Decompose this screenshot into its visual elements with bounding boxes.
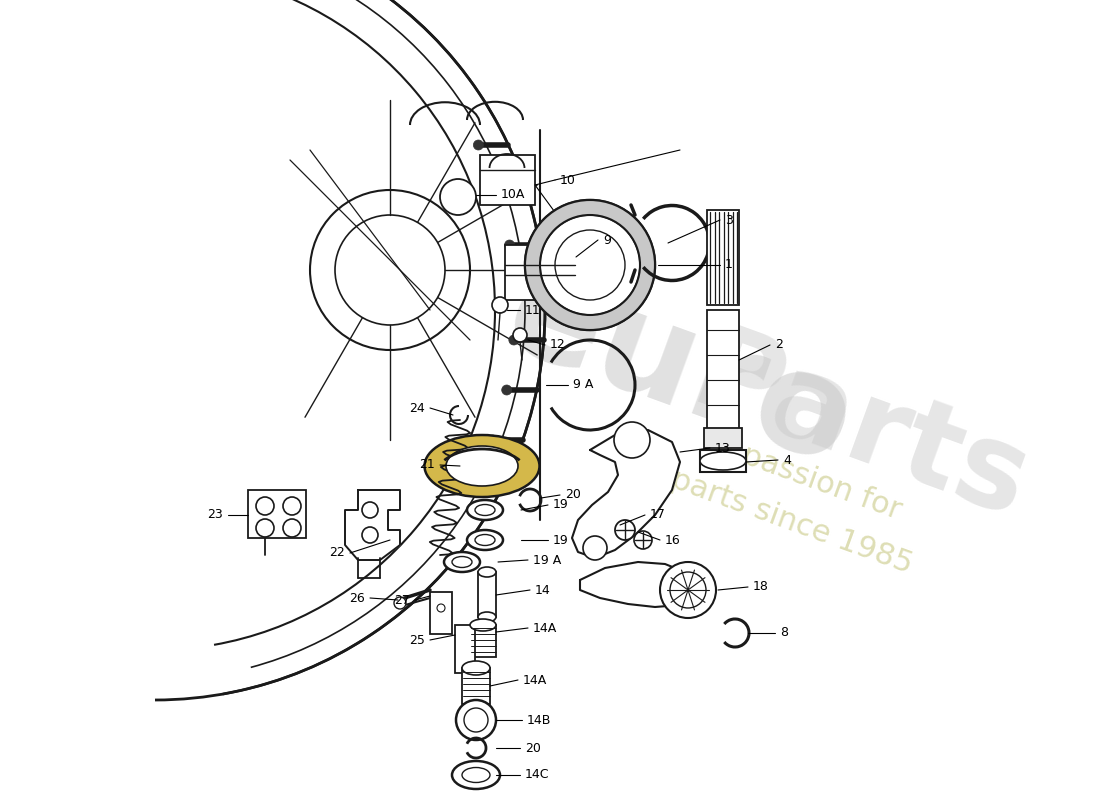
Text: 9 A: 9 A (573, 378, 593, 391)
Ellipse shape (468, 500, 503, 520)
Polygon shape (580, 562, 695, 607)
Wedge shape (525, 200, 654, 330)
Circle shape (525, 200, 654, 330)
Text: 19 A: 19 A (534, 554, 561, 566)
FancyBboxPatch shape (505, 245, 575, 300)
FancyBboxPatch shape (704, 428, 742, 448)
Circle shape (492, 297, 508, 313)
FancyBboxPatch shape (248, 490, 306, 538)
Circle shape (283, 497, 301, 515)
Circle shape (513, 328, 527, 342)
Text: 17: 17 (650, 509, 666, 522)
Text: 14C: 14C (525, 769, 550, 782)
Circle shape (556, 230, 625, 300)
Text: 9: 9 (603, 234, 611, 246)
FancyBboxPatch shape (480, 155, 535, 205)
Circle shape (283, 519, 301, 537)
Text: 21: 21 (419, 458, 435, 471)
Ellipse shape (475, 505, 495, 515)
Polygon shape (572, 430, 680, 558)
Ellipse shape (462, 661, 490, 675)
Circle shape (509, 285, 519, 295)
Text: 4: 4 (783, 454, 791, 466)
Text: 11: 11 (525, 303, 541, 317)
Text: 22: 22 (329, 546, 345, 559)
Text: 26: 26 (350, 591, 365, 605)
Text: 1: 1 (725, 258, 733, 271)
Ellipse shape (446, 446, 518, 486)
Circle shape (310, 190, 470, 350)
FancyBboxPatch shape (707, 310, 739, 430)
Circle shape (540, 215, 640, 315)
Circle shape (437, 604, 446, 612)
Circle shape (614, 422, 650, 458)
Circle shape (362, 502, 378, 518)
Text: 20: 20 (525, 742, 541, 754)
Circle shape (670, 572, 706, 608)
Text: 23: 23 (207, 509, 223, 522)
Text: 19: 19 (553, 498, 569, 511)
Ellipse shape (470, 619, 496, 631)
Ellipse shape (452, 761, 500, 789)
Circle shape (256, 497, 274, 515)
Polygon shape (345, 490, 400, 560)
Text: 27: 27 (394, 594, 410, 606)
Circle shape (362, 527, 378, 543)
Ellipse shape (700, 452, 746, 470)
Text: 19: 19 (553, 534, 569, 546)
Ellipse shape (444, 552, 480, 572)
FancyBboxPatch shape (700, 450, 746, 472)
Circle shape (256, 519, 274, 537)
Text: 10A: 10A (500, 189, 526, 202)
Circle shape (487, 435, 497, 445)
Text: 12: 12 (550, 338, 565, 351)
Text: 2: 2 (776, 338, 783, 351)
Ellipse shape (478, 567, 496, 577)
Text: euro: euro (490, 246, 871, 494)
Circle shape (464, 708, 488, 732)
Ellipse shape (468, 530, 503, 550)
Circle shape (634, 531, 652, 549)
Ellipse shape (452, 557, 472, 567)
Text: 13: 13 (715, 442, 730, 454)
Ellipse shape (425, 435, 539, 497)
Text: 10: 10 (560, 174, 576, 186)
FancyBboxPatch shape (470, 625, 496, 657)
Text: 8: 8 (780, 626, 788, 639)
Text: 24: 24 (409, 402, 425, 414)
Circle shape (502, 385, 512, 395)
Text: 18: 18 (754, 581, 769, 594)
Circle shape (493, 190, 503, 200)
Circle shape (509, 335, 519, 345)
FancyBboxPatch shape (478, 572, 496, 617)
Text: 3: 3 (725, 214, 733, 226)
Circle shape (583, 536, 607, 560)
FancyBboxPatch shape (430, 592, 452, 634)
Text: Parts: Parts (676, 317, 1043, 543)
FancyBboxPatch shape (707, 210, 739, 305)
Circle shape (336, 215, 446, 325)
FancyBboxPatch shape (455, 625, 475, 673)
Text: 14A: 14A (522, 674, 548, 686)
Text: 16: 16 (666, 534, 681, 546)
Text: 25: 25 (409, 634, 425, 646)
Ellipse shape (462, 767, 490, 782)
Ellipse shape (478, 612, 496, 622)
Circle shape (456, 700, 496, 740)
Circle shape (615, 520, 635, 540)
Circle shape (466, 485, 476, 495)
Ellipse shape (475, 534, 495, 546)
Text: 14A: 14A (534, 622, 558, 634)
Circle shape (440, 179, 476, 215)
Circle shape (660, 562, 716, 618)
Text: a passion for
parts since 1985: a passion for parts since 1985 (667, 421, 933, 579)
Text: 14: 14 (535, 583, 551, 597)
FancyBboxPatch shape (462, 668, 490, 704)
Circle shape (505, 240, 515, 250)
Circle shape (473, 140, 483, 150)
Circle shape (394, 597, 406, 609)
Text: 20: 20 (565, 489, 581, 502)
Text: 14B: 14B (527, 714, 551, 726)
